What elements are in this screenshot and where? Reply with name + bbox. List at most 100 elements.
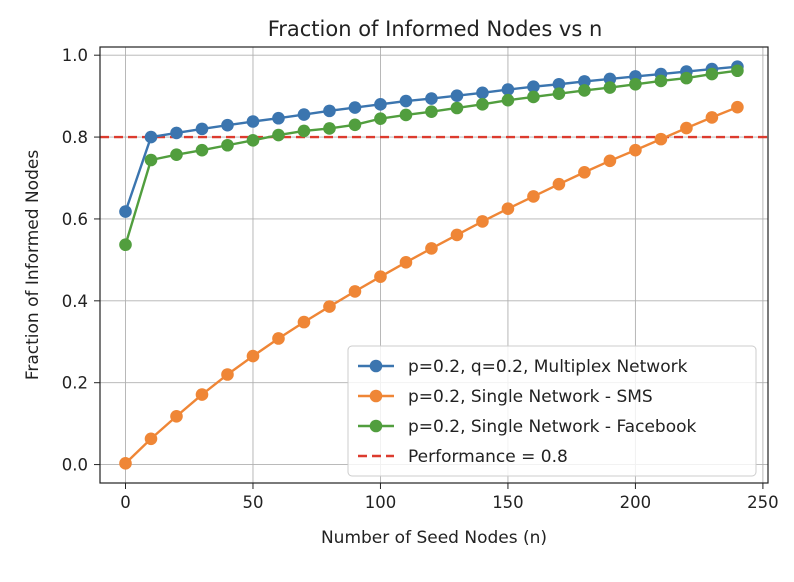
- data-point: [629, 77, 642, 91]
- x-tick-label: 100: [365, 493, 397, 512]
- data-point: [170, 126, 183, 140]
- data-point: [323, 122, 336, 135]
- data-point: [195, 122, 209, 136]
- data-point: [246, 115, 260, 128]
- data-point: [374, 98, 387, 111]
- data-point: [399, 108, 413, 122]
- y-axis-label: Fraction of Informed Nodes: [23, 150, 43, 380]
- data-point: [399, 94, 413, 108]
- x-tick-label: 0: [120, 493, 131, 512]
- legend-label: Performance = 0.8: [408, 447, 568, 467]
- data-point: [323, 104, 336, 118]
- data-point: [578, 165, 591, 179]
- data-point: [246, 349, 260, 363]
- plot-frame: [99, 46, 769, 484]
- data-point: [323, 300, 336, 313]
- data-point: [450, 89, 464, 103]
- ticks: 0 50 100 150 200 250 0.0 0.2 0.4 0.6 0.8 1.0: [62, 46, 779, 512]
- data-point: [705, 67, 719, 81]
- legend-label: p=0.2, Single Network - SMS: [408, 387, 653, 407]
- data-point: [348, 118, 362, 132]
- data-point: [603, 154, 617, 168]
- data-point: [119, 238, 132, 252]
- y-tick-label: 1.0: [62, 46, 88, 65]
- data-point: [272, 332, 285, 345]
- data-point: [654, 132, 668, 146]
- x-tick-label: 200: [620, 493, 652, 512]
- legend-marker: [369, 419, 383, 433]
- data-point: [425, 242, 438, 255]
- data-point: [450, 228, 464, 242]
- data-point: [552, 77, 566, 91]
- data-point: [476, 86, 489, 100]
- data-point: [552, 87, 566, 100]
- data-point: [680, 71, 693, 85]
- x-tick-label: 50: [242, 493, 263, 512]
- data-point: [476, 215, 489, 228]
- legend-label: p=0.2, Single Network - Facebook: [408, 417, 696, 437]
- legend: p=0.2, q=0.2, Multiplex Network p=0.2, Si…: [347, 345, 757, 477]
- data-point: [221, 368, 234, 381]
- data-point: [552, 177, 566, 191]
- data-point: [119, 457, 132, 470]
- data-point: [450, 101, 464, 115]
- data-point: [374, 270, 387, 283]
- data-point: [272, 128, 285, 142]
- y-tick-label: 0.6: [62, 210, 88, 229]
- data-point: [297, 108, 311, 121]
- series-group: [119, 60, 744, 470]
- data-point: [425, 105, 438, 118]
- y-tick-label: 0.8: [62, 128, 88, 147]
- legend-box: [347, 345, 757, 477]
- series-2: [119, 100, 744, 470]
- data-point: [578, 84, 591, 97]
- data-point: [195, 388, 209, 401]
- data-point: [246, 134, 260, 147]
- data-point: [170, 148, 183, 161]
- data-point: [731, 100, 744, 114]
- data-point: [348, 101, 362, 114]
- legend-entry: p=0.2, Single Network - SMS: [358, 387, 653, 407]
- data-point: [680, 121, 693, 135]
- data-point: [527, 90, 540, 104]
- data-point: [425, 92, 438, 105]
- series-3: [119, 64, 744, 252]
- data-point: [476, 98, 489, 111]
- data-point: [144, 432, 158, 446]
- data-point: [195, 143, 209, 157]
- data-point: [297, 315, 311, 329]
- legend-entry: p=0.2, q=0.2, Multiplex Network: [358, 357, 688, 377]
- data-point: [654, 74, 668, 88]
- data-point: [399, 256, 413, 269]
- data-point: [144, 153, 158, 167]
- series-line: [124, 65, 738, 212]
- data-point: [221, 138, 234, 152]
- data-point: [501, 83, 515, 96]
- data-point: [501, 93, 515, 107]
- data-point: [501, 202, 515, 216]
- y-tick-label: 0.2: [62, 374, 88, 393]
- legend-entry: p=0.2, Single Network - Facebook: [358, 417, 696, 437]
- x-tick-label: 150: [492, 493, 524, 512]
- data-point: [629, 143, 642, 157]
- data-point: [705, 111, 719, 124]
- legend-marker: [369, 359, 383, 373]
- y-tick-label: 0.4: [62, 292, 88, 311]
- series-1: [119, 60, 744, 218]
- data-point: [603, 81, 617, 94]
- data-point: [272, 111, 285, 125]
- data-point: [297, 124, 311, 138]
- x-axis-label: Number of Seed Nodes (n): [321, 528, 547, 548]
- data-point: [348, 285, 362, 298]
- data-point: [374, 112, 387, 125]
- data-point: [527, 190, 540, 203]
- data-point: [578, 75, 591, 88]
- legend-marker: [369, 389, 383, 403]
- data-point: [119, 205, 132, 218]
- data-point: [144, 130, 158, 144]
- data-point: [527, 80, 540, 94]
- chart-title: Fraction of Informed Nodes vs n: [268, 17, 603, 41]
- data-point: [731, 64, 744, 78]
- legend-label: p=0.2, q=0.2, Multiplex Network: [408, 357, 688, 377]
